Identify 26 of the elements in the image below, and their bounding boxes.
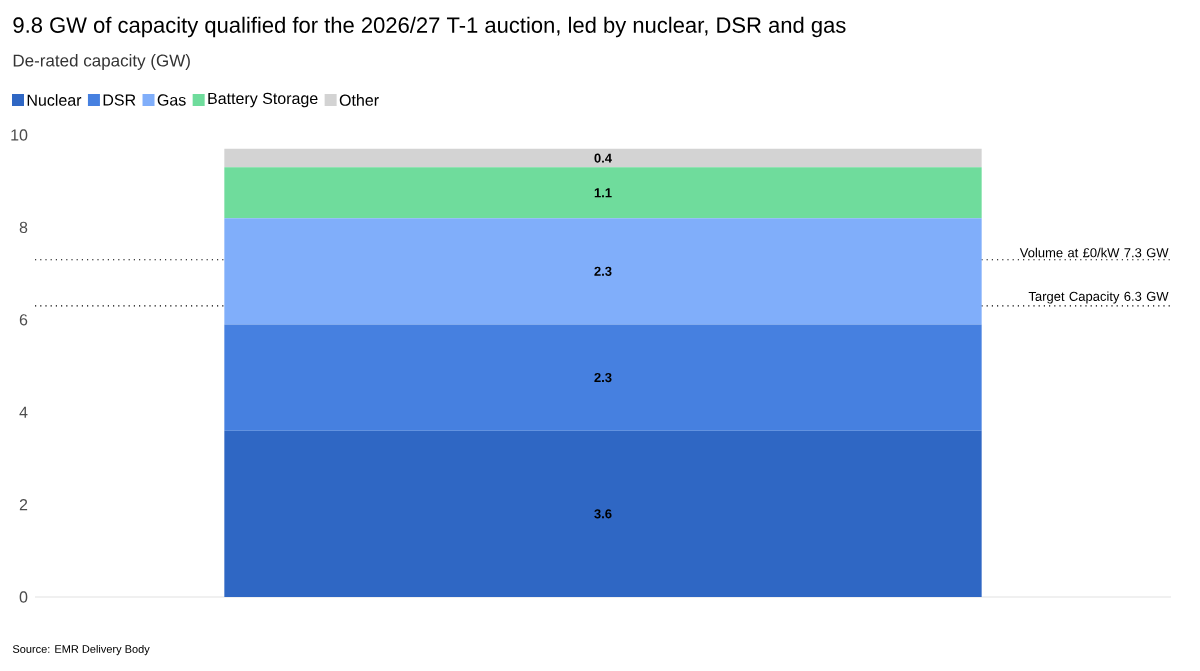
bar <box>224 324 982 431</box>
y-tick-label: 8 <box>19 221 28 234</box>
ref-line-label: Target Capacity 6.3 GW <box>1028 291 1169 304</box>
chart-title: 9.8 GW of capacity qualified for the 2026/27 T-1 auction, led by nuclear, DSR and gas <box>13 16 846 38</box>
data-label: 2.3 <box>594 372 612 383</box>
ref-line-label: Volume at £0/kW 7.3 GW <box>1019 247 1169 258</box>
legend-label: Battery Storage <box>208 92 318 108</box>
chart-subtitle: De-rated capacity (GW) <box>13 54 190 70</box>
bar <box>224 167 982 219</box>
y-tick-label: 2 <box>19 499 28 511</box>
data-label: 3.6 <box>594 509 612 519</box>
bar <box>224 430 982 597</box>
data-label: 2.3 <box>594 266 612 276</box>
bar <box>224 148 982 168</box>
source-note: Source: EMR Delivery Body <box>12 644 150 656</box>
legend-label: Gas <box>157 94 186 106</box>
legend-label: Other <box>339 94 379 106</box>
legend-label: Nuclear <box>27 94 82 106</box>
y-tick-label: 6 <box>19 314 28 326</box>
y-tick-label: 10 <box>11 129 28 141</box>
data-label: 0.4 <box>594 153 612 163</box>
y-tick-label: 4 <box>19 406 28 418</box>
y-tick-label: 0 <box>19 591 28 603</box>
bar <box>224 218 982 325</box>
data-label: 1.1 <box>594 188 612 198</box>
legend-label: DSR <box>103 94 136 106</box>
